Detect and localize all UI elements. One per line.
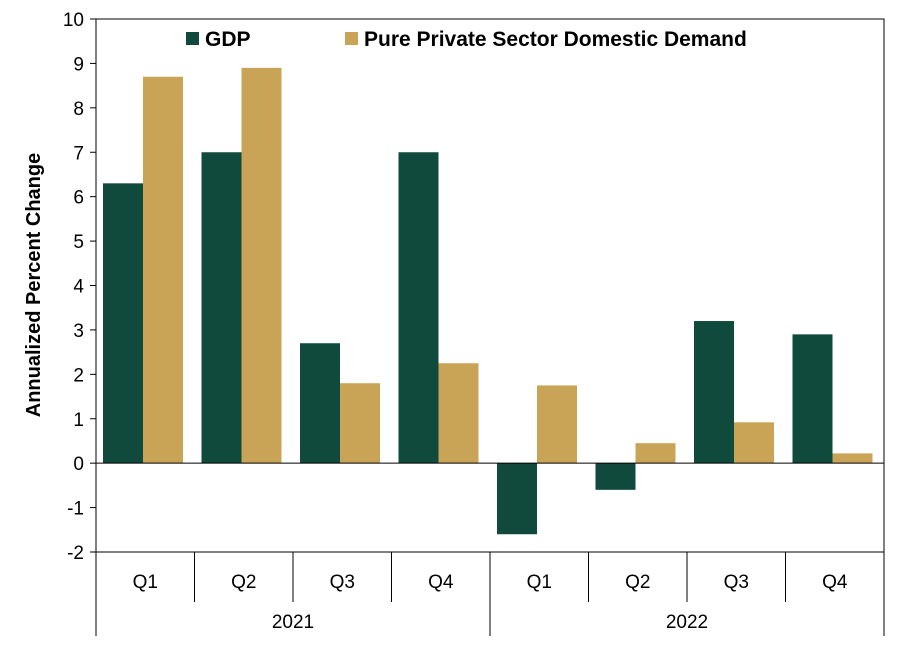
x-category-label: Q1 [527, 572, 552, 593]
bar-demand-2 [241, 67, 282, 464]
bar-gdp-5 [497, 463, 537, 535]
y-tick-label: -1 [67, 499, 84, 520]
x-category-label: Q3 [330, 572, 355, 593]
legend-label-demand: Pure Private Sector Domestic Demand [364, 28, 747, 51]
x-category-label: Q1 [133, 572, 158, 593]
y-tick-label: 7 [73, 143, 84, 164]
x-group-label: 2021 [272, 612, 314, 633]
bar-gdp-7 [694, 321, 734, 464]
legend-label-gdp: GDP [205, 28, 251, 51]
y-tick-label: 10 [63, 10, 84, 31]
bar-gdp-4 [398, 152, 439, 464]
y-tick-label: 9 [73, 54, 84, 75]
y-tick-label: 6 [73, 188, 84, 209]
y-tick-label: 5 [73, 232, 84, 253]
legend-swatch-gdp [186, 32, 199, 45]
x-category-label: Q2 [231, 572, 256, 593]
x-category-label: Q3 [724, 572, 749, 593]
y-tick-label: 3 [73, 321, 84, 342]
x-group-label: 2022 [666, 612, 708, 633]
bar-demand-1 [143, 76, 183, 464]
y-tick-label: -2 [67, 543, 84, 564]
y-tick-label: 2 [73, 365, 84, 386]
y-tick-label: 1 [73, 410, 84, 431]
bar-demand-3 [340, 383, 380, 464]
bar-demand-5 [537, 385, 577, 464]
x-category-label: Q4 [428, 572, 454, 593]
bar-gdp-8 [792, 334, 833, 464]
legend: GDP Pure Private Sector Domestic Demand [186, 28, 747, 51]
bar-demand-7 [734, 422, 774, 464]
bar-gdp-2 [201, 152, 242, 464]
y-axis-label: Annualized Percent Change [23, 153, 45, 418]
y-tick-label: 0 [73, 454, 84, 475]
bars [103, 67, 873, 535]
y-tick-label: 4 [73, 277, 84, 298]
legend-swatch-demand [345, 32, 358, 45]
bar-gdp-1 [103, 183, 143, 464]
bar-demand-4 [438, 363, 479, 464]
x-axis: Q1 Q2 Q3 Q4 Q1 Q2 Q3 Q4 2021 2022 [95, 552, 885, 636]
bar-demand-6 [635, 443, 676, 464]
y-axis-ticks: -2 -1 0 1 2 3 4 5 6 7 8 9 10 [63, 10, 96, 564]
y-tick-label: 8 [73, 99, 84, 120]
bar-demand-8 [832, 453, 873, 464]
bar-gdp-3 [300, 343, 340, 464]
x-category-label: Q4 [822, 572, 848, 593]
bar-gdp-6 [595, 463, 636, 490]
x-category-label: Q2 [625, 572, 650, 593]
